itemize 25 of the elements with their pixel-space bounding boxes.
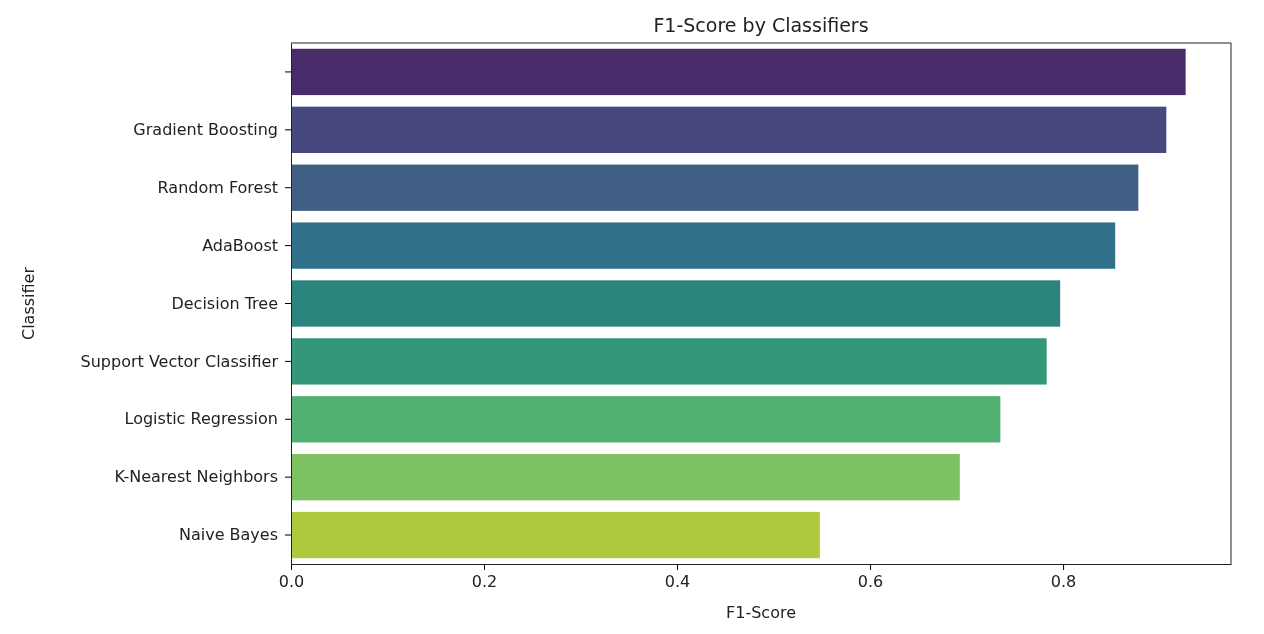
chart-title: F1-Score by Classifiers	[653, 14, 869, 36]
y-axis-title: Classifier	[19, 266, 38, 341]
x-tick-label: 0.8	[1050, 572, 1077, 592]
bar	[291, 511, 820, 559]
y-tick-label: Logistic Regression	[124, 409, 278, 429]
y-tick-label: Naive Bayes	[178, 525, 278, 545]
bar	[291, 396, 1001, 443]
bar	[291, 338, 1047, 385]
x-axis-title: F1-Score	[726, 603, 796, 622]
x-tick-label: 0.6	[857, 572, 884, 592]
bar	[291, 280, 1061, 327]
y-tick-label: AdaBoost	[202, 235, 278, 255]
bar	[291, 164, 1139, 211]
x-tick-label: 0.4	[664, 572, 691, 592]
x-tick-label: 0.0	[278, 572, 305, 592]
y-tick-label: Support Vector Classifier	[80, 351, 279, 371]
y-tick-label: Gradient Boosting	[133, 119, 278, 139]
y-tick-label: Decision Tree	[171, 293, 278, 313]
y-tick-label: Random Forest	[157, 177, 278, 197]
bar	[291, 222, 1116, 269]
x-tick-label: 0.2	[471, 572, 498, 592]
bar	[291, 454, 960, 501]
bar	[291, 48, 1186, 96]
bar	[291, 106, 1167, 153]
y-tick-label: K-Nearest Neighbors	[114, 467, 278, 487]
